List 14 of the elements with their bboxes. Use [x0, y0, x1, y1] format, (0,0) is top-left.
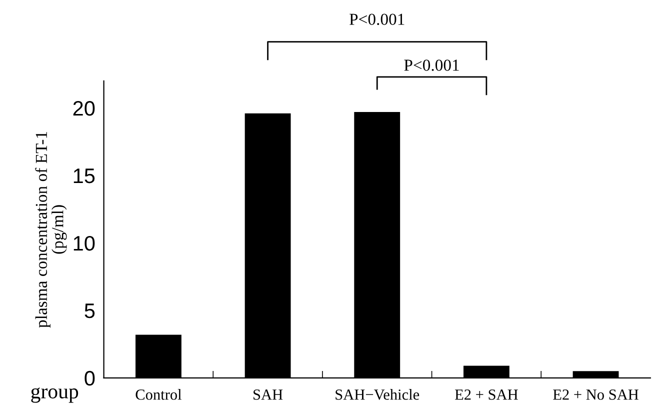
y-tick-label: 5: [84, 304, 95, 318]
x-tick-label: E2 + SAH: [454, 390, 518, 400]
y-tick-label: 10: [74, 236, 95, 251]
y-tick-label: 0: [84, 370, 95, 386]
x-axis-title: group: [31, 388, 78, 403]
x-tick-label: Control: [136, 389, 182, 400]
x-tick-label: SAH: [254, 390, 283, 400]
x-tick-label: E2 + No SAH: [553, 390, 638, 400]
text: P<0.001: [350, 14, 404, 26]
y-tick-label: 15: [74, 168, 95, 184]
x-tick-label: SAH−Vehicle: [336, 389, 420, 400]
y-axis-title: plasma concentration of ET-1 (pg/ml): [35, 132, 67, 328]
text: P<0.001: [404, 60, 459, 71]
y-tick-label: 20: [73, 100, 95, 116]
